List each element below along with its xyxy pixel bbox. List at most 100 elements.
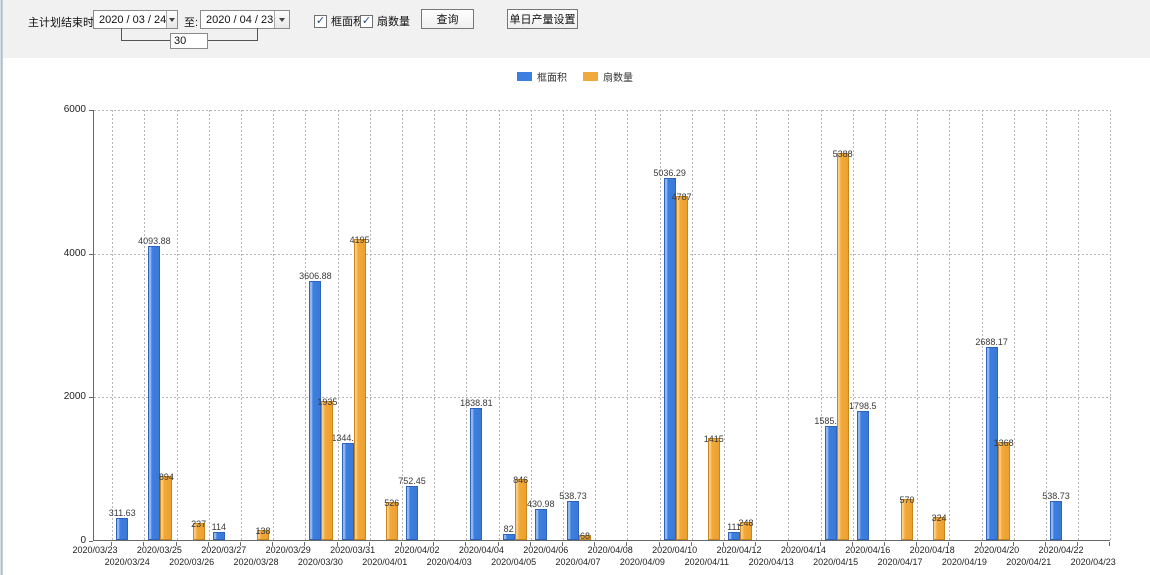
x-axis-date-label: 2020/04/07 [555,557,601,567]
to-label: 至: [184,17,199,29]
x-axis-tick [1077,542,1079,546]
v-gridline [1078,110,1080,541]
x-axis-tick [304,542,306,546]
x-axis-date-label: 2020/04/19 [941,557,987,567]
date-to-value: 2020 / 04 / 23 [206,13,274,26]
bar-value-label: 4093.88 [138,236,171,246]
y-axis-tick-label: 4000 [63,247,86,259]
v-gridline [820,110,822,541]
bar-框面积-2020/04/22 [1050,501,1062,540]
bar-value-label: 570 [899,495,915,505]
interval-days-input[interactable]: 30 [170,33,208,49]
x-axis-date-label: 2020/04/06 [523,545,569,555]
bar-value-label: 138 [255,526,271,536]
v-gridline [1045,110,1047,541]
x-axis-tick [690,542,692,546]
legend-item-fan-count: 扇数量 [583,69,633,84]
bar-value-label: 1344.95 [331,433,364,443]
bar-value-label: 1838.81 [460,398,493,408]
v-gridline [498,110,500,541]
x-axis-date-label: 2020/04/08 [587,545,633,555]
bar-框面积-2020/04/10 [663,178,676,540]
v-gridline [144,110,146,541]
v-gridline [1110,110,1112,541]
date-from-dropdown-button[interactable] [166,11,177,28]
x-axis-date-label: 2020/04/04 [458,545,504,555]
x-axis-date-label: 2020/04/16 [845,545,891,555]
x-axis-tick [497,542,499,546]
x-axis-tick [1109,542,1111,546]
x-axis-tick [626,542,628,546]
v-gridline [691,110,693,541]
bar-扇数量-2020/03/31 [353,239,366,540]
bar-扇数量-2020/04/05 [514,479,527,540]
bar-value-label: 846 [513,475,529,485]
bar-框面积-2020/04/07 [567,501,579,540]
bar-框面积-2020/04/04 [470,408,483,540]
x-axis-date-label: 2020/03/31 [330,545,376,555]
v-gridline [981,110,983,541]
x-axis-tick [143,542,145,546]
bar-value-label: 111 [727,522,741,532]
query-form: 主计划结束时间: 2020 / 03 / 24 至: 2020 / 04 / 2… [3,0,1150,58]
daily-output-settings-button[interactable]: 单日产量设置 [507,9,578,29]
bar-扇数量-2020/04/15 [836,153,849,540]
v-gridline [337,110,339,541]
x-axis-date-label: 2020/04/14 [780,545,826,555]
bar-框面积-2020/04/15 [824,426,837,540]
bar-扇数量-2020/04/01 [385,502,398,540]
bar-value-label: 4787 [671,192,692,202]
bar-value-label: 1585.96 [814,416,847,426]
bar-value-label: 4195 [349,235,370,245]
v-gridline [756,110,758,541]
y-axis-tick [89,253,93,255]
x-axis-tick [851,542,853,546]
window-left-border [0,0,3,575]
bar-value-label: 237 [191,519,207,529]
bar-框面积-2020/03/31 [341,443,354,540]
x-axis-date-label: 2020/04/13 [748,557,794,567]
x-axis-tick [594,542,596,546]
x-axis-tick [111,542,113,546]
x-axis-date-label: 2020/04/03 [426,557,472,567]
date-from-picker[interactable]: 2020 / 03 / 24 [93,10,178,29]
bar-value-label: 324 [931,513,947,523]
v-gridline [434,110,436,541]
v-gridline [112,110,114,541]
h-gridline [94,253,1111,255]
query-button[interactable]: 查询 [421,9,474,29]
bar-框面积-2020/04/12 [728,532,740,540]
y-axis-tick [89,397,93,399]
bar-框面积-2020/03/25 [148,246,161,540]
v-gridline [562,110,564,541]
checkbox-checked-icon[interactable] [360,14,373,28]
bar-框面积-2020/04/05 [502,534,515,540]
fan-count-checkbox[interactable]: 扇数量 [360,13,410,29]
v-gridline [176,110,178,541]
end-time-label: 主计划结束时间: [28,17,109,29]
bar-扇数量-2020/04/18 [933,517,946,540]
x-axis-tick [1012,542,1014,546]
x-axis-tick [368,542,370,546]
bar-value-label: 538.73 [559,491,587,501]
bar-扇数量-2020/04/17 [901,499,913,540]
bar-value-label: 2688.17 [975,337,1008,347]
bar-框面积-2020/04/02 [406,486,418,540]
date-to-dropdown-button[interactable] [274,11,289,28]
date-to-picker[interactable]: 2020 / 04 / 23 [200,10,290,29]
x-axis-tick [755,542,757,546]
bar-value-label: 538.73 [1042,491,1070,501]
bar-value-label: 430.98 [527,499,555,509]
checkbox-checked-icon[interactable] [314,14,327,28]
bar-value-label: 311.63 [108,508,136,518]
frame-area-swatch [517,72,532,81]
plot-area: 311.63 4093.88 114 3606.88 1344.95 752.45 1838… [93,110,1112,541]
x-axis-date-label: 2020/04/22 [1038,545,1084,555]
x-axis-tick [819,542,821,546]
bar-value-label: 5388 [832,149,853,159]
frame-area-checkbox[interactable]: 框面积 [314,13,364,29]
bar-value-label: 68 [579,531,591,541]
x-axis-tick [433,542,435,546]
bar-框面积-2020/04/06 [534,509,547,540]
v-gridline [401,110,403,541]
